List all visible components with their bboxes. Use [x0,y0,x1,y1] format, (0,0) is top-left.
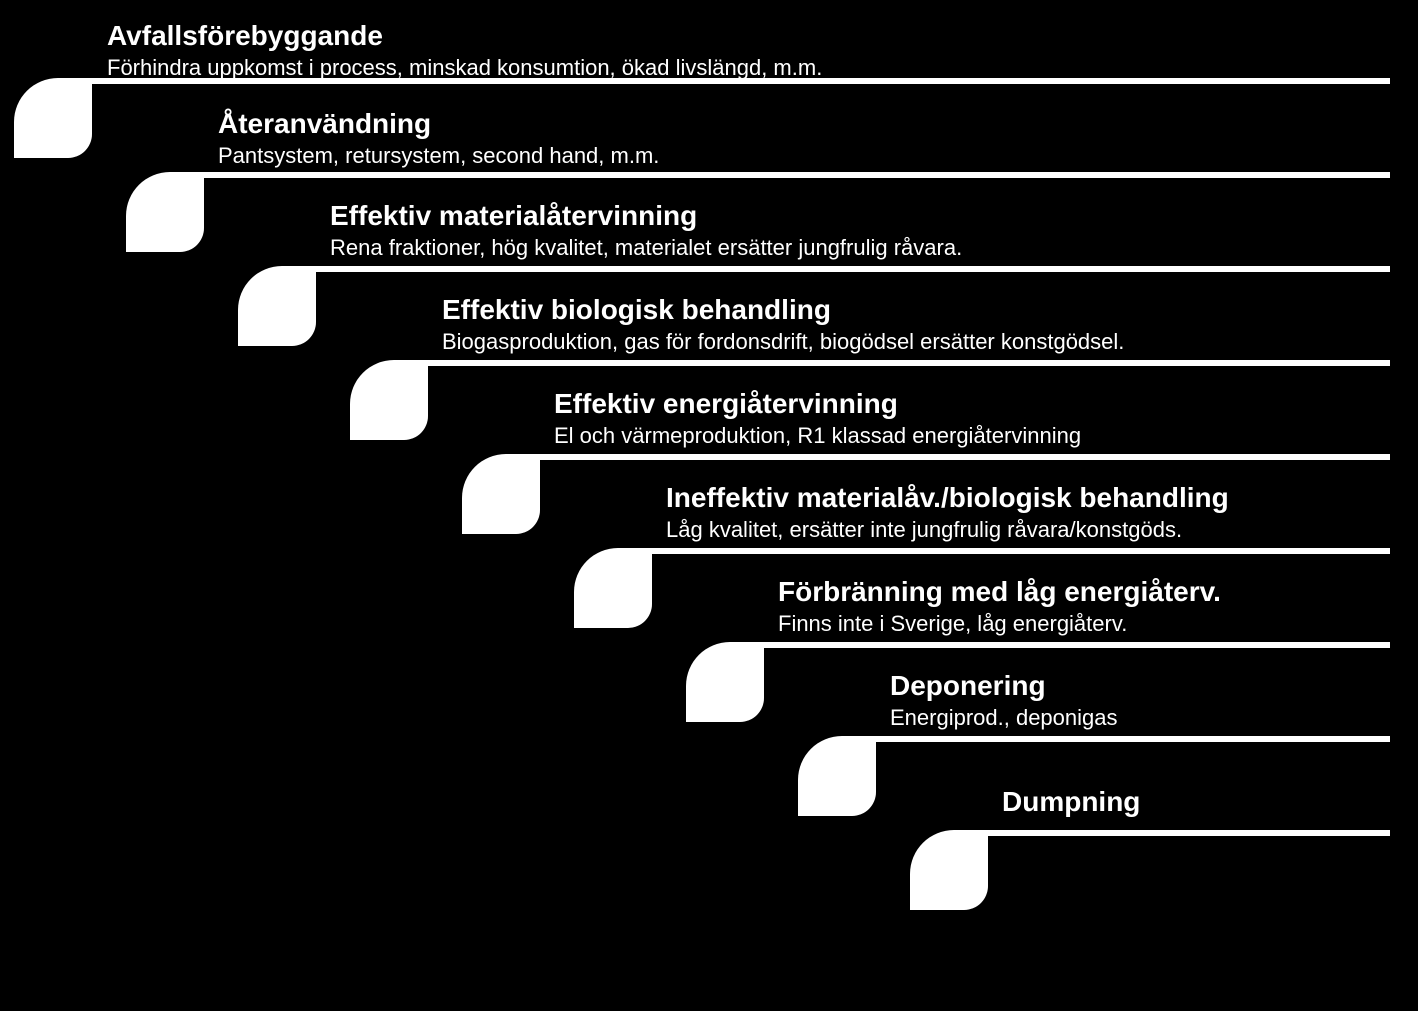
hierarchy-step: Dumpning [1002,786,1140,818]
step-subtitle: Energiprod., deponigas [890,704,1118,732]
step-subtitle: Pantsystem, retursystem, second hand, m.… [218,142,659,170]
step-subtitle: Biogasproduktion, gas för fordonsdrift, … [442,328,1124,356]
step-bar [756,642,1390,648]
step-tab-shape [798,736,876,816]
hierarchy-step: Effektiv energiåtervinningEl och värmepr… [554,388,1081,450]
hierarchy-step: Ineffektiv materialåv./biologisk behandl… [666,482,1229,544]
hierarchy-step: Effektiv biologisk behandlingBiogasprodu… [442,294,1124,356]
step-bar [644,548,1390,554]
step-bar [84,78,1390,84]
step-tab-shape [126,172,204,252]
step-title: Deponering [890,670,1118,702]
step-bar [308,266,1390,272]
step-tab-shape [462,454,540,534]
step-tab-shape [238,266,316,346]
step-bar [420,360,1390,366]
step-subtitle: Låg kvalitet, ersätter inte jungfrulig r… [666,516,1229,544]
step-subtitle: Finns inte i Sverige, låg energiåterv. [778,610,1221,638]
waste-hierarchy-diagram: AvfallsförebyggandeFörhindra uppkomst i … [0,0,1418,1011]
step-tab-shape [14,78,92,158]
step-title: Avfallsförebyggande [107,20,822,52]
step-title: Ineffektiv materialåv./biologisk behandl… [666,482,1229,514]
step-subtitle: El och värmeproduktion, R1 klassad energ… [554,422,1081,450]
step-bar [196,172,1390,178]
step-title: Förbränning med låg energiåterv. [778,576,1221,608]
step-tab-shape [574,548,652,628]
step-title: Effektiv materialåtervinning [330,200,962,232]
step-bar [532,454,1390,460]
step-title: Effektiv biologisk behandling [442,294,1124,326]
step-title: Effektiv energiåtervinning [554,388,1081,420]
hierarchy-step: Effektiv materialåtervinningRena fraktio… [330,200,962,262]
step-bar [868,736,1390,742]
step-tab-shape [686,642,764,722]
step-bar [980,830,1390,836]
step-title: Dumpning [1002,786,1140,818]
step-tab-shape [350,360,428,440]
step-title: Återanvändning [218,108,659,140]
hierarchy-step: AvfallsförebyggandeFörhindra uppkomst i … [107,20,822,82]
hierarchy-step: DeponeringEnergiprod., deponigas [890,670,1118,732]
step-subtitle: Rena fraktioner, hög kvalitet, materiale… [330,234,962,262]
hierarchy-step: Förbränning med låg energiåterv.Finns in… [778,576,1221,638]
step-tab-shape [910,830,988,910]
hierarchy-step: ÅteranvändningPantsystem, retursystem, s… [218,108,659,170]
